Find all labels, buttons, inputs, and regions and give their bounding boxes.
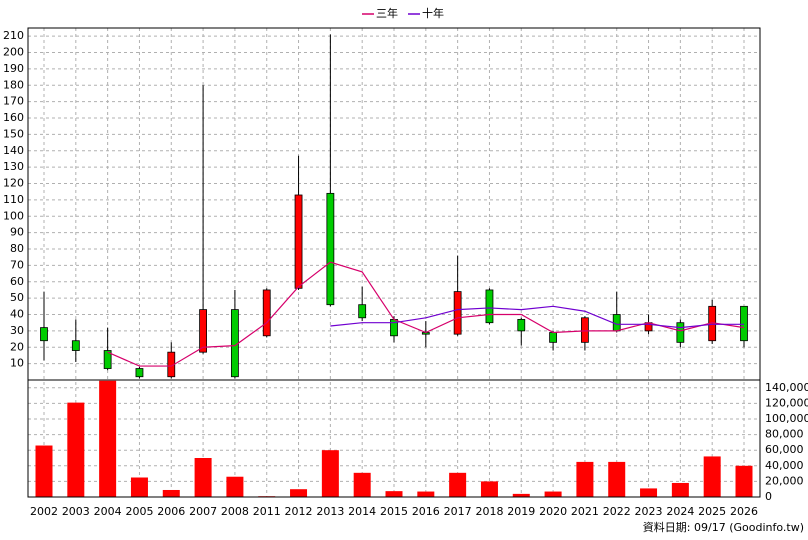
y2-tick-label: 140,000 — [765, 381, 808, 394]
volume-bar — [735, 465, 753, 497]
x-tick-label: 2011 — [253, 505, 281, 518]
volume-bar — [353, 472, 371, 497]
volume-bar — [480, 481, 498, 497]
candle-body — [485, 289, 494, 324]
x-tick-label: 2024 — [666, 505, 694, 518]
y2-tick-label: 120,000 — [765, 396, 808, 409]
x-tick-label: 2013 — [316, 505, 344, 518]
volume-bar — [385, 491, 403, 497]
y-tick-label: 90 — [10, 226, 24, 239]
volume-bar — [290, 489, 308, 497]
plot-frame — [27, 379, 761, 498]
y-tick-label: 110 — [3, 193, 24, 206]
candle-body — [199, 309, 207, 353]
volume-bar — [35, 445, 53, 497]
x-tick-label: 2005 — [125, 505, 153, 518]
x-tick-label: 2006 — [157, 505, 185, 518]
candle-body — [549, 332, 557, 343]
candle-body — [71, 340, 80, 351]
x-tick-label: 2012 — [285, 505, 313, 518]
y2-tick-label: 60,000 — [765, 443, 804, 456]
legend-label: 十年 — [422, 6, 444, 20]
footer: 資料日期: 09/17 (Goodinfo.tw) — [643, 520, 804, 534]
candle-body — [326, 192, 335, 306]
y-tick-label: 140 — [3, 144, 24, 157]
y2-tick-label: 80,000 — [765, 428, 804, 441]
volume-bar — [608, 461, 626, 497]
candle-body — [740, 305, 748, 342]
volume-bar — [67, 402, 85, 497]
x-tick-label: 2026 — [730, 505, 758, 518]
volume-bar — [321, 450, 339, 497]
ma-line — [107, 261, 745, 367]
y-tick-label: 30 — [10, 324, 24, 337]
ma-line — [330, 305, 744, 329]
candle-body — [262, 289, 271, 337]
candle-body — [676, 322, 685, 343]
y-tick-label: 40 — [10, 308, 24, 321]
y-tick-label: 150 — [3, 127, 24, 140]
y-tick-label: 60 — [10, 275, 24, 288]
y2-tick-label: 20,000 — [765, 474, 804, 487]
volume-bar — [226, 476, 244, 497]
x-tick-label: 2015 — [380, 505, 408, 518]
volume-bar — [544, 491, 562, 497]
y-tick-label: 70 — [10, 258, 24, 271]
volume-bar — [130, 477, 148, 497]
volume-bar — [99, 380, 117, 497]
volume-bar — [512, 493, 530, 497]
x-tick-label: 2002 — [30, 505, 58, 518]
x-tick-label: 2020 — [539, 505, 567, 518]
volume-bar — [576, 461, 594, 497]
candle-body — [40, 327, 48, 342]
volume-bar — [449, 472, 467, 497]
y-tick-label: 80 — [10, 242, 24, 255]
y-tick-label: 210 — [3, 29, 24, 42]
x-tick-label: 2023 — [635, 505, 663, 518]
y-tick-label: 130 — [3, 160, 24, 173]
candle-body — [581, 317, 589, 343]
y-tick-label: 180 — [3, 78, 24, 91]
volume-bar — [640, 488, 658, 497]
y2-tick-label: 0 — [765, 490, 772, 503]
volume-bar — [162, 489, 180, 497]
y-tick-label: 190 — [3, 62, 24, 75]
x-tick-label: 2017 — [444, 505, 472, 518]
candle-body — [358, 304, 367, 319]
x-tick-label: 2019 — [507, 505, 535, 518]
x-tick-label: 2018 — [475, 505, 503, 518]
candle-body — [453, 291, 462, 335]
y-tick-label: 10 — [10, 357, 24, 370]
x-tick-label: 2003 — [62, 505, 90, 518]
y-tick-label: 20 — [10, 340, 24, 353]
candle-body — [517, 319, 526, 332]
x-tick-label: 2007 — [189, 505, 217, 518]
x-tick-label: 2025 — [698, 505, 726, 518]
candle-body — [294, 194, 303, 289]
candle-body — [103, 350, 112, 369]
x-tick-label: 2008 — [221, 505, 249, 518]
volume-bar — [703, 456, 721, 497]
volume-bar — [671, 482, 689, 497]
x-tick-label: 2004 — [94, 505, 122, 518]
x-tick-label: 2021 — [571, 505, 599, 518]
volume-bar — [417, 491, 435, 497]
y-tick-label: 50 — [10, 291, 24, 304]
y-tick-label: 160 — [3, 111, 24, 124]
y2-tick-label: 40,000 — [765, 459, 804, 472]
x-tick-label: 2022 — [603, 505, 631, 518]
x-tick-label: 2016 — [412, 505, 440, 518]
y2-tick-label: 100,000 — [765, 412, 808, 425]
x-tick-label: 2014 — [348, 505, 376, 518]
y-tick-label: 200 — [3, 46, 24, 59]
y-tick-label: 100 — [3, 209, 24, 222]
y-tick-label: 120 — [3, 177, 24, 190]
y-tick-label: 170 — [3, 95, 24, 108]
legend-label: 三年 — [376, 6, 398, 20]
candle-body — [135, 368, 144, 378]
volume-bar — [194, 458, 212, 497]
